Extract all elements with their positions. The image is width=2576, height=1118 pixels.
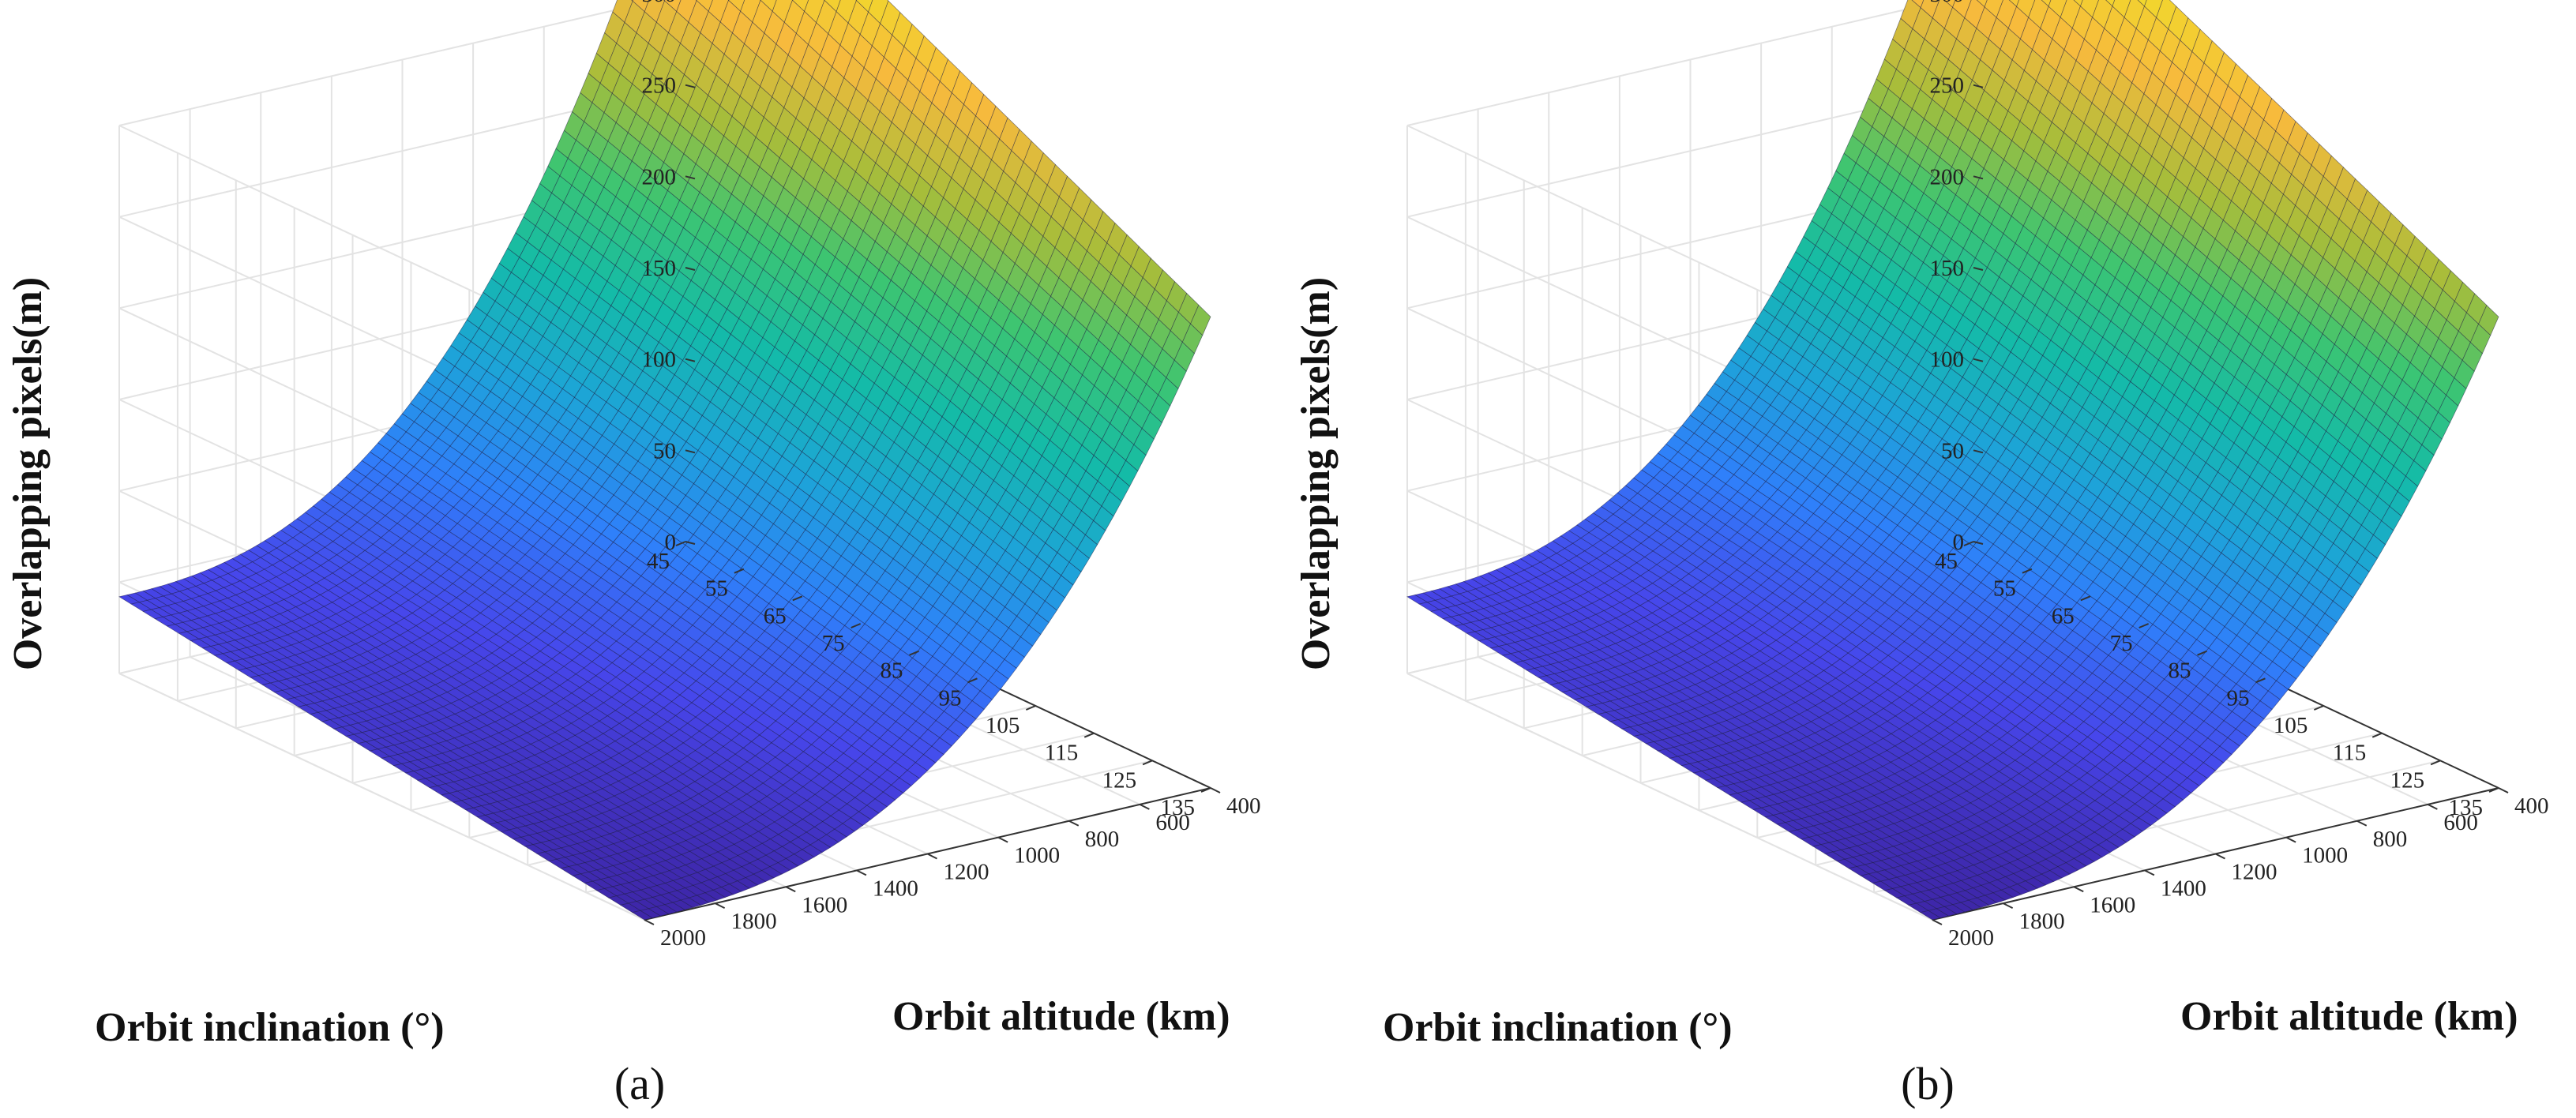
surface-patch [856, 0, 873, 13]
y-tick-mark [1210, 787, 1221, 793]
y-tick-mark [997, 836, 1008, 843]
x-tick-label: 105 [986, 713, 1020, 738]
y-tick-mark [644, 919, 655, 925]
x-tick-mark [734, 568, 745, 574]
x-tick-label: 95 [938, 685, 961, 711]
surface-patch [824, 0, 841, 13]
y-tick-label: 600 [1155, 810, 1190, 835]
y-tick-mark [1068, 820, 1080, 827]
x-tick-mark [967, 677, 978, 684]
surface-patch [792, 0, 809, 12]
z-tick-label: 150 [642, 256, 677, 281]
surface-chart-b: 0501001502002503004555657585951051151251… [1294, 0, 2549, 1109]
panel-caption: (a) [614, 1058, 665, 1109]
surface-patch [760, 0, 777, 12]
z-tick-label: 250 [642, 73, 677, 99]
chart-panel-b: 0501001502002503004555657585951051151251… [1288, 0, 2576, 1118]
y-tick-label: 1400 [873, 876, 918, 901]
x-tick-mark [1200, 787, 1211, 793]
x-tick-mark [1142, 760, 1153, 766]
x-tick-label: 65 [764, 603, 787, 628]
chart-panel-a: 0 50 100 150 200 250 300 45 55 65 75 85 95 105 115 125 1… [6, 0, 1261, 1109]
y-axis-title: Orbit altitude (km) [892, 994, 1230, 1039]
surface [118, 0, 1211, 921]
z-tick-label: 300 [642, 0, 677, 7]
y-tick-mark [785, 886, 796, 893]
x-tick-label: 115 [1045, 741, 1078, 766]
z-tick-label: 50 [653, 438, 676, 463]
x-tick-label: 55 [705, 576, 728, 602]
y-tick-mark [1139, 803, 1150, 810]
z-tick-mark [685, 267, 696, 271]
z-axis-title: Overlapping pixels(m) [6, 277, 51, 670]
x-tick-mark [909, 650, 919, 656]
surface-chart-a: 0 50 100 150 200 250 300 45 55 65 75 85 95 105 115 125 1… [6, 0, 1261, 1109]
y-tick-label: 1000 [1014, 843, 1060, 869]
x-axis-title: Orbit inclination (°) [95, 1005, 445, 1050]
z-tick-mark [685, 358, 696, 362]
y-tick-mark [927, 853, 937, 860]
surface-patch [696, 0, 713, 12]
y-tick-label: 400 [1226, 793, 1261, 819]
y-tick-label: 800 [1085, 827, 1120, 852]
z-tick-mark [685, 541, 696, 545]
wall-gridline-z [1406, 673, 1933, 921]
ticks: 0 50 100 150 200 250 300 45 55 65 75 85 95 105 115 125 1… [642, 0, 1261, 951]
y-tick-label: 1200 [944, 860, 989, 885]
surface-patch [664, 0, 682, 13]
x-tick-mark [1083, 732, 1095, 738]
x-tick-label: 85 [881, 658, 903, 684]
z-tick-mark [685, 84, 696, 88]
surface-patch [632, 0, 650, 13]
z-tick-label: 200 [642, 164, 677, 189]
z-tick-mark [685, 449, 696, 454]
y-tick-mark [715, 902, 726, 910]
y-tick-label: 2000 [660, 925, 706, 951]
surface [1406, 0, 2499, 921]
x-tick-label: 45 [647, 549, 670, 574]
y-tick-label: 1600 [802, 892, 847, 917]
x-tick-mark [675, 541, 686, 546]
x-tick-mark [851, 623, 862, 628]
x-tick-label: 135 [1161, 795, 1196, 820]
x-tick-label: 75 [822, 631, 845, 656]
y-tick-label: 1800 [731, 909, 777, 934]
z-tick-label: 100 [642, 347, 677, 373]
x-tick-mark [792, 595, 803, 602]
x-tick-label: 125 [1102, 767, 1137, 793]
surface-patch [1190, 304, 1211, 336]
y-tick-mark [856, 869, 867, 876]
x-tick-mark [1025, 705, 1036, 711]
surface-patch [728, 0, 745, 12]
z-tick-mark [685, 175, 696, 180]
z-tick-label: 0 [665, 530, 677, 555]
wall-gridline-z [118, 673, 645, 921]
